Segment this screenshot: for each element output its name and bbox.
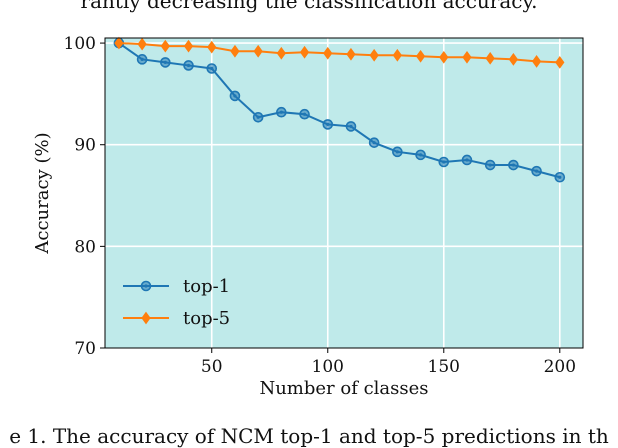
data-point-top-5 [207, 40, 217, 54]
data-point-top-5 [137, 37, 147, 51]
data-point-top-5 [392, 48, 402, 62]
legend-entry-top-1: top-1 [123, 276, 230, 297]
data-point-top-1-center [349, 124, 353, 129]
x-axis-title: Number of classes [259, 378, 428, 399]
data-point-top-5 [462, 50, 472, 64]
data-point-top-1-center [395, 150, 399, 154]
legend: top-1 top-5 [123, 276, 230, 329]
grid-lines [105, 38, 583, 348]
data-point-top-5 [346, 47, 356, 61]
caption-bottom-line: e 1. The accuracy of NCM top-1 and top-5… [9, 424, 609, 448]
y-tick-label: 90 [74, 136, 96, 156]
data-point-top-1-center [511, 163, 515, 167]
data-point-top-5 [230, 44, 240, 58]
data-point-top-1-center [256, 115, 260, 119]
x-tick-label: 50 [201, 357, 223, 377]
y-tick-label: 80 [74, 237, 96, 257]
data-point-top-5 [183, 39, 194, 53]
data-point-top-5 [415, 49, 426, 63]
y-tick-label: 100 [64, 34, 96, 54]
data-point-top-1-center [326, 122, 330, 126]
data-point-top-1-center [279, 110, 283, 114]
data-point-top-1-center [302, 112, 307, 116]
y-tick-label: 70 [74, 339, 96, 359]
data-point-top-1-center [442, 160, 446, 164]
data-point-top-1-center [488, 163, 492, 167]
legend-marker [141, 311, 151, 325]
data-point-top-1-center [140, 57, 144, 61]
data-point-top-5 [508, 52, 519, 66]
data-point-top-1-center [558, 175, 562, 179]
data-point-top-1-center [372, 141, 376, 145]
series-top-5 [114, 36, 565, 69]
data-point-top-5 [276, 46, 286, 60]
x-tick-label: 200 [544, 357, 576, 377]
data-point-top-1-center [163, 60, 167, 64]
data-point-top-1-center [210, 66, 214, 71]
data-point-top-1-center [418, 153, 423, 157]
data-point-top-1-center [465, 158, 469, 162]
series-lines [113, 36, 566, 183]
data-point-top-1-center [233, 94, 237, 98]
data-point-top-5 [253, 44, 263, 58]
legend-marker-center [144, 284, 148, 288]
data-point-top-5 [531, 55, 542, 68]
x-tick-label: 150 [428, 357, 460, 377]
accuracy-line-chart: 50 100 150 200 70 80 90 100 Number of classes A… [32, 34, 584, 399]
legend-label: top-1 [183, 276, 230, 297]
plot-frame [104, 37, 584, 349]
data-point-top-1-center [534, 169, 539, 173]
legend-label: top-5 [183, 308, 230, 329]
data-point-top-5 [369, 48, 379, 62]
data-point-top-5 [439, 50, 449, 64]
data-point-top-5 [323, 46, 333, 60]
legend-entry-top-5: top-5 [123, 308, 230, 329]
data-point-top-5 [114, 36, 124, 50]
plot-background [105, 38, 583, 348]
axis-ticks: 50 100 150 200 70 80 90 100 [64, 34, 576, 377]
data-point-top-1-center [186, 63, 191, 68]
data-point-top-5 [160, 39, 170, 53]
data-point-top-5 [555, 56, 565, 69]
x-tick-label: 100 [312, 357, 344, 377]
data-point-top-5 [485, 51, 495, 65]
data-point-top-5 [299, 45, 310, 59]
caption-top-line: rantiy decreasing the classification acc… [80, 0, 538, 13]
y-axis-title: Accuracy (%) [32, 132, 53, 254]
